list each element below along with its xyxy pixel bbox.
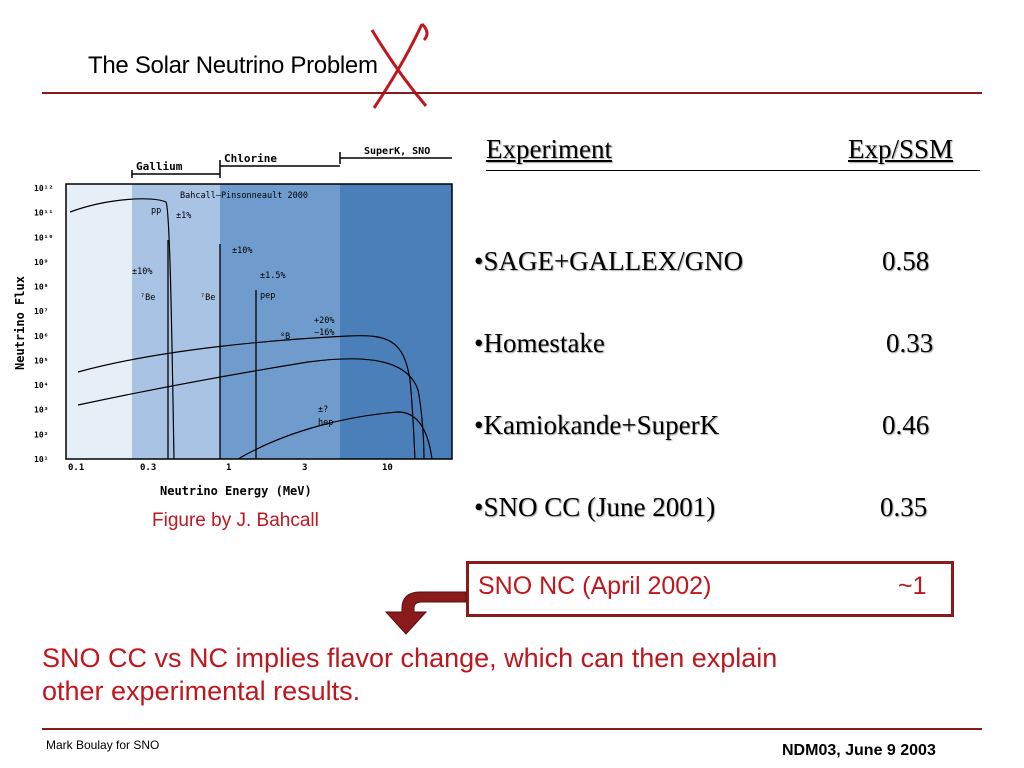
figure-ytick: 10¹⁰ xyxy=(34,233,53,242)
figure-xtick: 0.1 xyxy=(68,463,84,473)
figure-ytick: 10⁷ xyxy=(34,307,48,316)
pp-curve xyxy=(69,198,175,460)
footer-author: Mark Boulay for SNO xyxy=(46,738,160,752)
row-value-sno-cc: 0.35 xyxy=(880,492,928,522)
figure-xlabel: Neutrino Energy (MeV) xyxy=(160,484,312,498)
header-rule xyxy=(42,92,982,94)
table-header-underline xyxy=(486,170,980,171)
band-superk-sno xyxy=(340,184,452,459)
figure-xtick: 1 xyxy=(226,463,231,473)
band-chlorine xyxy=(220,184,340,459)
row-name-sno-cc: •SNO CC (June 2001) xyxy=(474,492,716,522)
model-label: Bahcall–Pinsonneault 2000 xyxy=(180,191,308,201)
figure-ytick: 10¹ xyxy=(34,455,48,464)
cross-out-mark xyxy=(370,22,429,109)
figure-ytick: 10⁵ xyxy=(34,356,48,365)
row-value-kamiokande: 0.46 xyxy=(882,410,930,440)
anno-pep-unc: ±1.5% xyxy=(260,271,286,281)
row-name-kamiokande: •Kamiokande+SuperK xyxy=(474,410,720,440)
band-gallium xyxy=(132,184,220,459)
sno-nc-highlight-box xyxy=(466,561,954,617)
anno-hep: hep xyxy=(318,418,333,428)
anno-be7-a: ⁷Be xyxy=(140,293,155,303)
anno-pep: pep xyxy=(260,291,275,301)
figure-caption: Figure by J. Bahcall xyxy=(152,510,319,531)
anno-be7-b: ⁷Be xyxy=(200,293,215,303)
figure-ytick: 10⁴ xyxy=(34,381,48,390)
row-name-homestake: •Homestake xyxy=(474,328,605,358)
neutrino-spectrum-figure: Gallium Chlorine SuperK, SNO 10¹² 10¹¹ 10¹… xyxy=(13,146,453,498)
anno-b8-lo: −16% xyxy=(314,328,334,338)
cno-curve xyxy=(77,358,425,460)
anno-pp: pp xyxy=(151,206,161,216)
row-value-homestake: 0.33 xyxy=(886,328,934,358)
anno-line-unc: ±10% xyxy=(232,246,252,256)
footer-date: NDM03, June 9 2003 xyxy=(782,742,936,759)
figure-ytick: 10⁹ xyxy=(34,258,48,267)
sno-nc-name: SNO NC (April 2002) xyxy=(478,572,712,600)
band-label-chlorine: Chlorine xyxy=(224,152,277,165)
figure-xtick: 3 xyxy=(302,463,307,473)
footer-rule xyxy=(42,728,982,730)
figure-ylabel: Neutrino Flux xyxy=(13,276,27,370)
sno-nc-value: ~1 xyxy=(898,572,927,600)
row-value-sage: 0.58 xyxy=(882,246,930,276)
curved-arrow-icon xyxy=(384,591,467,635)
b8-curve xyxy=(77,335,416,460)
conclusion-text: SNO CC vs NC implies flavor change, whic… xyxy=(42,643,778,706)
figure-xtick: 0.3 xyxy=(140,463,156,473)
anno-be7-unc: ±10% xyxy=(132,267,152,277)
figure-ytick: 10⁸ xyxy=(34,283,48,292)
table-header-ratio: Exp/SSM xyxy=(848,134,954,164)
table-header-experiment: Experiment xyxy=(486,134,612,164)
band-label-superk: SuperK, SNO xyxy=(364,146,430,157)
anno-hep-unc: ±? xyxy=(318,405,328,415)
figure-ytick: 10¹¹ xyxy=(34,209,53,218)
band-label-gallium: Gallium xyxy=(136,160,183,173)
figure-ytick: 10⁶ xyxy=(34,332,48,341)
hep-curve xyxy=(237,411,433,460)
anno-pp-unc: ±1% xyxy=(176,211,191,221)
row-name-sage: •SAGE+GALLEX/GNO xyxy=(474,246,744,276)
figure-ytick: 10² xyxy=(34,430,48,439)
figure-ytick: 10¹² xyxy=(34,184,53,193)
figure-xtick: 10 xyxy=(382,463,393,473)
anno-b8: ⁸B xyxy=(280,332,290,342)
anno-b8-hi: +20% xyxy=(314,316,334,326)
figure-ytick: 10³ xyxy=(34,406,48,415)
slide-title: The Solar Neutrino Problem xyxy=(88,52,378,79)
